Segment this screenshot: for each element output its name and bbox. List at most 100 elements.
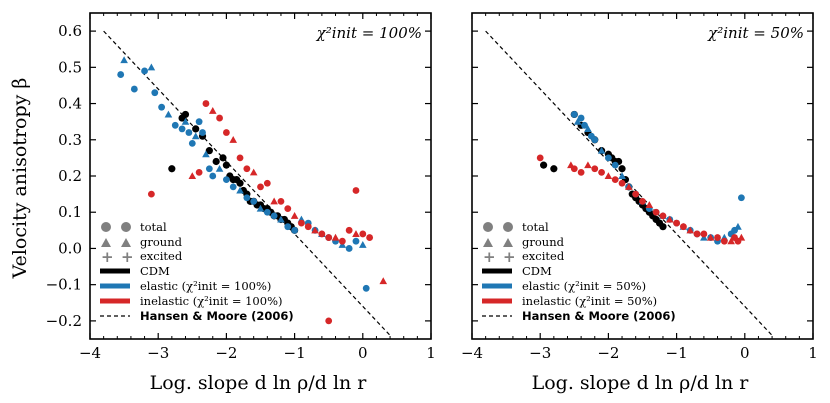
data-point-cdm <box>540 161 548 169</box>
data-point-elastic-total <box>250 197 258 205</box>
y-tick-label: 0.6 <box>58 22 82 40</box>
legend-triangle-marker <box>483 238 493 247</box>
data-point-elastic-ground <box>120 56 128 64</box>
legend-label-ground: ground <box>140 235 183 249</box>
legend-label-inelastic: inelastic (χ²init = 100%) <box>140 294 282 308</box>
x-tick-label: −1 <box>284 344 306 362</box>
data-point-elastic-ground <box>359 241 367 248</box>
legend-label-excited: excited <box>522 249 565 263</box>
data-point-elastic-total <box>291 226 298 234</box>
data-point-cdm <box>181 110 190 119</box>
legend-row-ground: ground <box>101 235 183 249</box>
data-point-inelastic-total <box>345 226 353 234</box>
data-point-elastic-ground <box>147 63 156 71</box>
chi-annotation: χ²init = 100% <box>316 24 422 42</box>
data-point-cdm <box>550 165 558 173</box>
legend-row-excited: + + excited <box>101 248 183 266</box>
data-point-elastic-total <box>199 129 206 136</box>
legend-label-hansen-moore: Hansen & Moore (2006) <box>140 309 294 323</box>
data-point-cdm <box>618 165 626 173</box>
data-point-inelastic-total <box>611 176 619 184</box>
data-point-elastic-ground <box>584 125 592 132</box>
data-point-inelastic-total <box>338 237 346 245</box>
data-point-cdm <box>219 154 227 162</box>
data-point-inelastic-total <box>652 208 660 216</box>
x-tick-label: −4 <box>461 344 483 362</box>
y-tick-label: 0.4 <box>58 95 82 113</box>
data-point-inelastic-total <box>693 230 701 238</box>
data-point-cdm <box>212 157 220 166</box>
data-point-elastic-total <box>352 237 360 245</box>
data-point-inelastic-ground <box>604 172 613 180</box>
data-point-elastic-ground <box>277 215 285 223</box>
data-point-cdm <box>222 161 230 169</box>
data-point-inelastic-total <box>639 197 646 205</box>
data-point-inelastic-total <box>223 129 230 136</box>
legend-label-cdm: CDM <box>522 264 552 278</box>
data-point-elastic-total <box>185 129 193 136</box>
legend-triangle-marker <box>503 238 513 247</box>
data-point-elastic-ground <box>164 110 173 118</box>
data-point-elastic-ground <box>215 164 224 172</box>
data-point-inelastic-total <box>598 168 605 176</box>
x-tick-label: −3 <box>529 344 551 362</box>
data-point-inelastic-total <box>352 187 360 194</box>
data-point-inelastic-ground <box>625 183 633 190</box>
legend-plus-marker: + <box>101 248 114 266</box>
data-point-elastic-total <box>195 118 203 126</box>
data-point-inelastic-total <box>673 219 680 227</box>
data-point-inelastic-ground <box>645 201 654 209</box>
data-point-elastic-ground <box>573 117 582 125</box>
scatter-points <box>536 110 746 245</box>
data-point-inelastic-ground <box>379 277 388 285</box>
data-point-elastic-ground <box>191 132 200 140</box>
legend-label-total: total <box>522 220 549 234</box>
y-axis-label: Velocity anisotropy β <box>9 78 31 280</box>
data-point-elastic-total <box>171 121 179 129</box>
data-point-elastic-total <box>263 208 271 216</box>
data-point-elastic-total <box>141 67 148 75</box>
data-point-inelastic-total <box>714 234 721 241</box>
data-point-elastic-total <box>130 85 138 93</box>
data-point-elastic-ground <box>734 222 742 230</box>
x-tick-label: −3 <box>147 344 169 362</box>
data-point-inelastic-total <box>284 205 292 213</box>
data-point-inelastic-ground <box>311 226 319 234</box>
data-point-elastic-total <box>243 194 251 202</box>
legend-triangle-marker <box>121 238 131 247</box>
data-point-elastic-total <box>270 212 278 220</box>
y-tick-label: 0.2 <box>58 167 82 185</box>
legend-label-ground: ground <box>522 235 565 249</box>
legend-label-cdm: CDM <box>140 264 170 278</box>
x-tick-label: −2 <box>597 344 619 362</box>
legend-label-excited: excited <box>140 249 183 263</box>
x-tick-label: 0 <box>358 344 368 362</box>
legend-circle-marker <box>503 222 513 232</box>
data-point-inelastic-total <box>216 114 223 122</box>
data-point-elastic-total <box>178 125 186 133</box>
data-point-inelastic-ground <box>188 172 197 180</box>
tick-group: −4 −3 −2 −1 0 1 <box>461 13 818 362</box>
legend-label-total: total <box>140 220 167 234</box>
data-point-inelastic-total <box>536 154 544 162</box>
data-point-inelastic-ground <box>352 230 360 237</box>
x-tick-label: 1 <box>426 344 436 362</box>
data-point-inelastic-total <box>263 179 271 187</box>
data-point-inelastic-ground <box>249 168 258 176</box>
data-point-inelastic-total <box>570 165 578 173</box>
data-point-inelastic-total <box>318 230 326 238</box>
y-tick-label: 0.3 <box>58 131 82 149</box>
data-point-elastic-ground <box>618 172 626 180</box>
data-point-inelastic-total <box>632 190 640 198</box>
data-point-elastic-total <box>188 140 196 147</box>
data-point-inelastic-total <box>325 317 333 325</box>
legend-row-total: total <box>101 220 167 234</box>
tick-group: −4 −3 −2 −1 0 1 −0.2 −0.1 0.0 0.1 0.2 0.3 0.4 0.5 0.6 <box>46 13 436 362</box>
data-point-inelastic-total <box>366 234 374 241</box>
data-point-inelastic-total <box>298 219 305 227</box>
data-point-inelastic-ground <box>229 135 238 143</box>
data-point-inelastic-total <box>236 154 244 162</box>
data-point-elastic-total <box>581 121 588 129</box>
legend-row-ground: ground <box>483 235 565 249</box>
